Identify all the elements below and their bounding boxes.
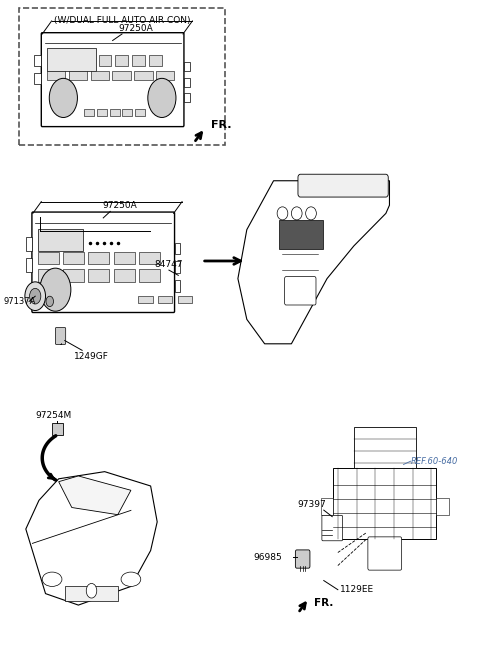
Bar bbox=[63, 252, 84, 264]
Text: FR.: FR. bbox=[314, 598, 334, 608]
Bar bbox=[184, 62, 190, 71]
Bar bbox=[135, 109, 145, 116]
Bar bbox=[436, 498, 449, 515]
Text: 1249GF: 1249GF bbox=[74, 352, 109, 362]
FancyBboxPatch shape bbox=[295, 550, 310, 568]
Bar bbox=[63, 269, 84, 282]
Circle shape bbox=[46, 296, 53, 307]
Bar bbox=[156, 71, 174, 80]
Bar bbox=[88, 252, 109, 264]
Bar bbox=[354, 427, 416, 468]
Bar bbox=[279, 220, 324, 250]
Bar bbox=[37, 229, 83, 251]
FancyBboxPatch shape bbox=[368, 537, 402, 570]
Bar bbox=[138, 295, 153, 303]
Bar bbox=[333, 468, 436, 539]
Bar bbox=[19, 8, 225, 145]
Bar bbox=[134, 71, 153, 80]
Bar bbox=[178, 295, 192, 303]
Circle shape bbox=[30, 288, 41, 304]
Bar bbox=[26, 258, 32, 272]
Bar bbox=[114, 252, 135, 264]
Ellipse shape bbox=[306, 207, 316, 220]
Text: 97250A: 97250A bbox=[102, 201, 137, 210]
Text: (W/DUAL FULL AUTO AIR CON): (W/DUAL FULL AUTO AIR CON) bbox=[54, 16, 190, 26]
Polygon shape bbox=[26, 472, 157, 605]
Ellipse shape bbox=[277, 207, 288, 220]
Bar bbox=[321, 498, 333, 515]
Bar bbox=[110, 109, 120, 116]
Text: 97254M: 97254M bbox=[36, 411, 72, 420]
Bar bbox=[34, 73, 41, 84]
Ellipse shape bbox=[42, 572, 62, 586]
Bar bbox=[115, 55, 128, 66]
Bar bbox=[158, 295, 172, 303]
Bar bbox=[149, 55, 162, 66]
Text: 97137A: 97137A bbox=[3, 297, 36, 306]
FancyBboxPatch shape bbox=[41, 33, 184, 126]
Bar bbox=[26, 237, 32, 251]
Polygon shape bbox=[59, 476, 131, 515]
Bar bbox=[34, 55, 41, 66]
Text: 96985: 96985 bbox=[254, 553, 282, 561]
Circle shape bbox=[49, 79, 77, 117]
Bar bbox=[114, 269, 135, 282]
Circle shape bbox=[40, 268, 71, 311]
Bar bbox=[88, 269, 109, 282]
Text: 97397: 97397 bbox=[298, 500, 326, 509]
Text: 97250A: 97250A bbox=[119, 24, 154, 33]
Circle shape bbox=[148, 79, 176, 117]
Bar bbox=[84, 109, 95, 116]
Bar bbox=[37, 269, 59, 282]
Circle shape bbox=[25, 282, 46, 310]
FancyBboxPatch shape bbox=[298, 174, 388, 197]
Bar bbox=[132, 55, 145, 66]
Bar bbox=[97, 109, 107, 116]
Bar bbox=[184, 94, 190, 102]
Bar bbox=[98, 55, 111, 66]
Bar bbox=[139, 269, 160, 282]
Text: FR.: FR. bbox=[211, 121, 232, 130]
Bar bbox=[112, 71, 131, 80]
Bar bbox=[47, 71, 65, 80]
FancyBboxPatch shape bbox=[285, 276, 316, 305]
Bar bbox=[122, 109, 132, 116]
Bar bbox=[175, 261, 180, 273]
Polygon shape bbox=[238, 181, 389, 344]
Ellipse shape bbox=[121, 572, 141, 586]
Bar bbox=[91, 71, 109, 80]
FancyBboxPatch shape bbox=[32, 212, 175, 312]
Ellipse shape bbox=[291, 207, 302, 220]
Bar bbox=[52, 423, 63, 435]
Bar bbox=[139, 252, 160, 264]
Text: 1129EE: 1129EE bbox=[340, 585, 374, 594]
Bar bbox=[184, 78, 190, 87]
Bar bbox=[47, 48, 96, 71]
Bar bbox=[69, 71, 87, 80]
Bar bbox=[37, 252, 59, 264]
Bar bbox=[175, 280, 180, 291]
FancyBboxPatch shape bbox=[322, 515, 343, 541]
Text: REF.60-640: REF.60-640 bbox=[410, 457, 458, 466]
Bar bbox=[65, 586, 118, 601]
Text: 84747: 84747 bbox=[155, 260, 183, 269]
Circle shape bbox=[86, 584, 97, 598]
FancyBboxPatch shape bbox=[55, 328, 66, 345]
Bar bbox=[175, 243, 180, 254]
